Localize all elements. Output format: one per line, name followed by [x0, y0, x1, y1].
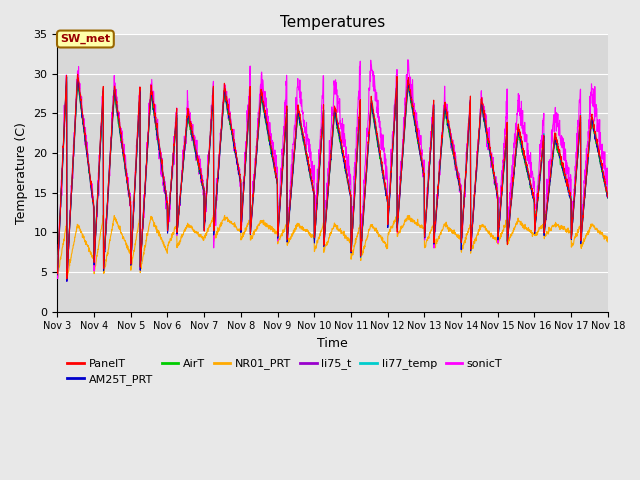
Y-axis label: Temperature (C): Temperature (C)	[15, 122, 28, 224]
Text: SW_met: SW_met	[60, 34, 111, 44]
X-axis label: Time: Time	[317, 337, 348, 350]
Title: Temperatures: Temperatures	[280, 15, 385, 30]
Legend: PanelT, AM25T_PRT, AirT, NR01_PRT, li75_t, li77_temp, sonicT: PanelT, AM25T_PRT, AirT, NR01_PRT, li75_…	[63, 354, 507, 389]
